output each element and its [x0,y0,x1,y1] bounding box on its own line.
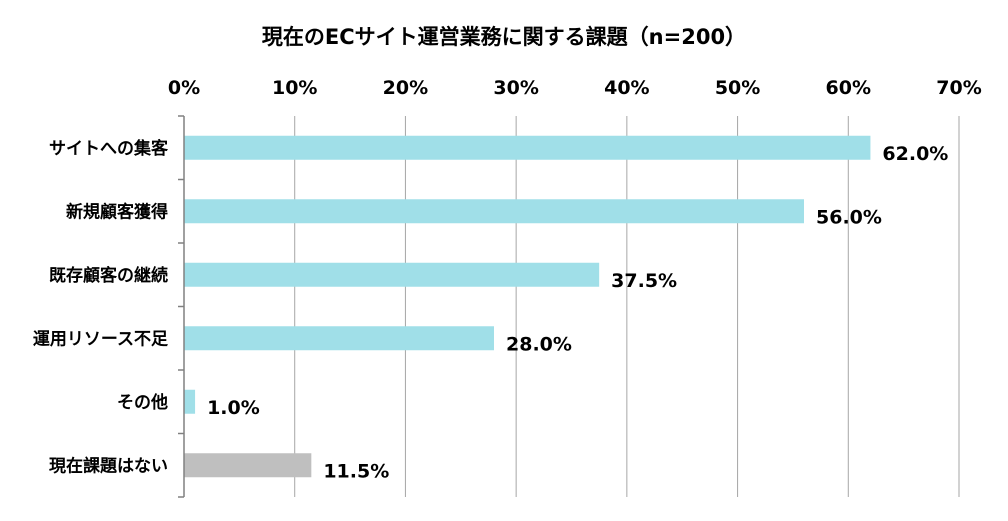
y-axis [178,115,185,498]
value-label-5: 1.0% [207,397,260,419]
x-tick-label-0: 0% [168,77,200,99]
category-label-4: 運用リソース不足 [33,329,168,349]
value-labels: 62.0% 56.0% 37.5% 28.0% 1.0% 11.5% [207,143,948,483]
x-axis-tick-labels: 0% 10% 20% 30% 40% 50% 60% 70% [168,77,982,99]
bars [184,135,871,478]
bar-4 [184,326,494,351]
x-tick-label-20: 20% [383,77,428,99]
value-label-6: 11.5% [323,460,389,482]
x-tick-label-10: 10% [272,77,317,99]
category-label-1: サイトへの集客 [49,138,169,159]
bar-1 [184,135,871,160]
chart-title: 現在のECサイト運営業務に関する課題（n=200） [262,25,746,49]
x-tick-label-30: 30% [493,77,538,99]
x-tick-label-70: 70% [936,77,981,99]
value-label-1: 62.0% [882,143,948,165]
value-label-3: 37.5% [611,270,677,292]
x-tick-label-40: 40% [604,77,649,99]
x-tick-label-50: 50% [715,77,760,99]
bar-2 [184,199,804,224]
x-tick-label-60: 60% [826,77,871,99]
value-label-2: 56.0% [816,206,882,228]
bar-3 [184,262,600,287]
bar-6 [184,453,312,478]
category-label-6: 現在課題はない [49,455,168,476]
category-label-2: 新規顧客獲得 [66,201,168,222]
category-label-5: その他 [117,392,168,413]
bar-5 [184,389,196,414]
category-label-3: 既存顧客の継続 [49,265,168,286]
value-label-4: 28.0% [506,333,572,355]
gridlines [294,116,960,497]
